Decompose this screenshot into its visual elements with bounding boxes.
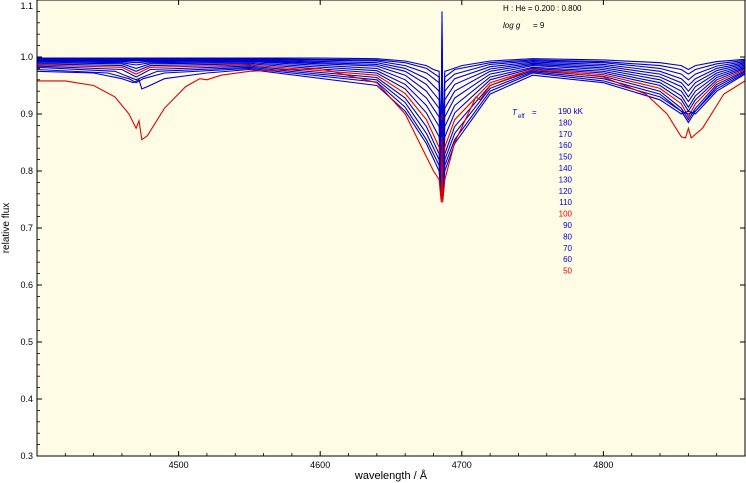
teff-equals: = (532, 108, 537, 117)
y-axis-label: relative flux (1, 203, 12, 254)
logg-value: = 9 (533, 21, 545, 30)
y-tick-label: 0.8 (20, 166, 33, 176)
legend: 190 kK 180 170 160 150 140 130 120 110 100 90 80 70 6… (558, 107, 584, 276)
teff-subscript: eff (518, 114, 525, 120)
legend-item: 160 (559, 141, 573, 150)
x-tick-label: 4500 (169, 460, 189, 470)
legend-item: 80 (563, 232, 572, 241)
series-line-70 (36, 67, 746, 197)
series-line-170 (37, 34, 746, 149)
composition-annotation: H : He = 0.200 : 0.800 (503, 4, 582, 13)
teff-symbol: T (512, 108, 518, 117)
y-tick-label: 1.0 (20, 52, 33, 62)
legend-item: 50 (563, 267, 572, 276)
y-tick-label: 0.5 (20, 337, 33, 347)
logg-annotation: log g (503, 21, 521, 30)
series-line-180 (37, 22, 746, 143)
legend-item: 150 (559, 153, 573, 162)
y-tick-label: 0.4 (20, 394, 33, 404)
series-layer (36, 11, 746, 203)
x-axis-label: wavelength / Å (354, 469, 428, 482)
legend-item: 70 (563, 244, 572, 253)
series-line-50 (37, 67, 746, 203)
y-tick-label: 0.7 (20, 223, 33, 233)
legend-item: 100 (559, 210, 573, 219)
series-line-60 (36, 68, 746, 200)
y-tick-label: 0.3 (20, 451, 33, 461)
legend-item: 180 (559, 118, 573, 127)
legend-item: 90 (563, 221, 572, 230)
x-tick-label: 4700 (452, 460, 472, 470)
legend-item: 110 (559, 198, 572, 207)
y-tick-label: 0.9 (20, 109, 33, 119)
legend-item: 130 (559, 175, 573, 184)
legend-item: 60 (563, 255, 572, 264)
series-line-150 (36, 56, 746, 160)
legend-item: 190 kK (558, 107, 584, 116)
ticks-layer: 4500 4600 4700 4800 0.3 0.4 0.5 0.6 0.7 0.8 0.9 1.0… (20, 0, 745, 470)
legend-item: 140 (559, 164, 573, 173)
y-tick-label: 1.1 (20, 1, 33, 11)
x-tick-label: 4600 (310, 460, 330, 470)
y-tick-label: 0.6 (20, 280, 33, 290)
x-tick-label: 4800 (593, 460, 613, 470)
series-line-160 (37, 45, 746, 154)
legend-item: 120 (559, 187, 573, 196)
legend-item: 170 (559, 130, 573, 139)
